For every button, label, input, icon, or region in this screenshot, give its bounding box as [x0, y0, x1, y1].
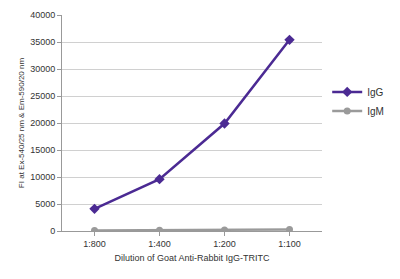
svg-text:FI at Ex-540/25 nm & Em-590/20: FI at Ex-540/25 nm & Em-590/20 nm — [17, 58, 26, 189]
svg-text:20000: 20000 — [30, 118, 55, 128]
svg-text:15000: 15000 — [30, 145, 55, 155]
svg-text:IgG: IgG — [367, 87, 383, 98]
svg-text:1:800: 1:800 — [83, 239, 106, 249]
svg-text:35000: 35000 — [30, 37, 55, 47]
svg-text:30000: 30000 — [30, 64, 55, 74]
svg-text:1:100: 1:100 — [278, 239, 301, 249]
svg-text:Dilution of Goat Anti-Rabbit I: Dilution of Goat Anti-Rabbit IgG-TRITC — [114, 253, 270, 263]
svg-text:40000: 40000 — [30, 10, 55, 20]
svg-text:1:200: 1:200 — [213, 239, 236, 249]
svg-text:0: 0 — [50, 226, 55, 236]
svg-text:IgM: IgM — [367, 106, 384, 117]
svg-text:1:400: 1:400 — [148, 239, 171, 249]
svg-text:10000: 10000 — [30, 172, 55, 182]
svg-text:25000: 25000 — [30, 91, 55, 101]
svg-text:5000: 5000 — [35, 199, 55, 209]
